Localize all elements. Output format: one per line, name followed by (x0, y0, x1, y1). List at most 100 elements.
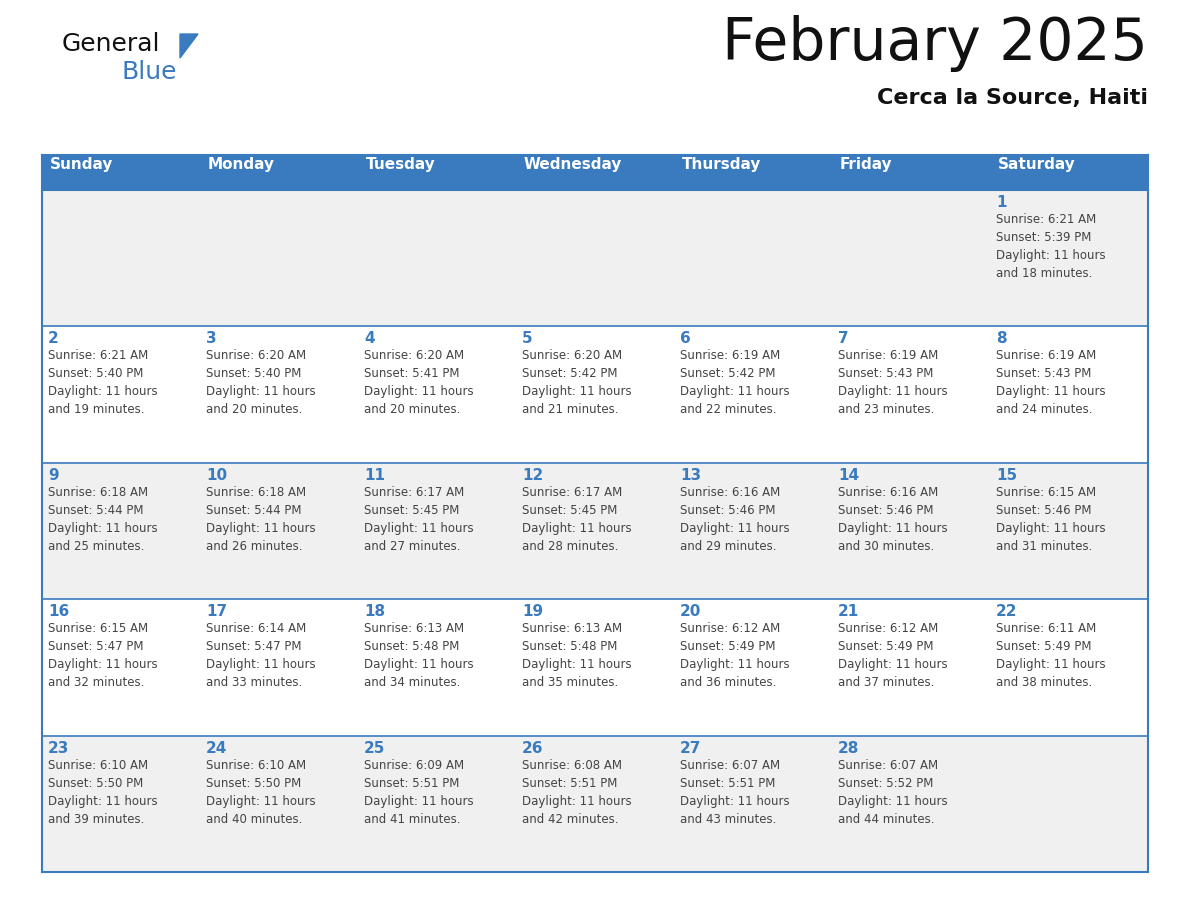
Text: Sunset: 5:50 PM: Sunset: 5:50 PM (48, 777, 144, 789)
Text: and 44 minutes.: and 44 minutes. (838, 812, 935, 825)
Text: and 35 minutes.: and 35 minutes. (522, 677, 618, 689)
Text: Sunset: 5:46 PM: Sunset: 5:46 PM (996, 504, 1092, 517)
Text: and 19 minutes.: and 19 minutes. (48, 403, 145, 417)
Text: 5: 5 (522, 331, 532, 346)
Bar (516, 463, 674, 599)
Text: Sunrise: 6:21 AM: Sunrise: 6:21 AM (996, 213, 1097, 226)
Text: 15: 15 (996, 468, 1017, 483)
Text: and 21 minutes.: and 21 minutes. (522, 403, 619, 417)
Text: Sunrise: 6:14 AM: Sunrise: 6:14 AM (206, 622, 307, 635)
Text: Daylight: 11 hours: Daylight: 11 hours (48, 521, 158, 535)
Text: and 37 minutes.: and 37 minutes. (838, 677, 935, 689)
Text: and 38 minutes.: and 38 minutes. (996, 677, 1092, 689)
Text: and 27 minutes.: and 27 minutes. (364, 540, 461, 553)
Polygon shape (181, 34, 198, 58)
Text: 28: 28 (838, 741, 859, 756)
Bar (358, 599, 516, 735)
Text: Sunset: 5:39 PM: Sunset: 5:39 PM (996, 231, 1092, 244)
Text: 25: 25 (364, 741, 385, 756)
Text: Sunrise: 6:20 AM: Sunrise: 6:20 AM (206, 350, 307, 363)
Text: Daylight: 11 hours: Daylight: 11 hours (838, 795, 948, 808)
Bar (42, 599, 200, 735)
Text: and 23 minutes.: and 23 minutes. (838, 403, 935, 417)
Text: Daylight: 11 hours: Daylight: 11 hours (838, 386, 948, 398)
Text: Daylight: 11 hours: Daylight: 11 hours (364, 658, 474, 671)
Bar (516, 599, 674, 735)
Text: Daylight: 11 hours: Daylight: 11 hours (680, 386, 790, 398)
Text: and 31 minutes.: and 31 minutes. (996, 540, 1093, 553)
Text: 14: 14 (838, 468, 859, 483)
Bar (832, 190, 990, 327)
Bar (516, 327, 674, 463)
Text: Sunset: 5:44 PM: Sunset: 5:44 PM (48, 504, 144, 517)
Bar (358, 463, 516, 599)
Text: 10: 10 (206, 468, 227, 483)
Text: Daylight: 11 hours: Daylight: 11 hours (48, 386, 158, 398)
Text: Daylight: 11 hours: Daylight: 11 hours (522, 521, 632, 535)
Bar (516, 190, 674, 327)
Text: and 43 minutes.: and 43 minutes. (680, 812, 777, 825)
Text: Sunset: 5:40 PM: Sunset: 5:40 PM (206, 367, 302, 380)
Text: Sunrise: 6:07 AM: Sunrise: 6:07 AM (680, 758, 781, 772)
Text: Sunrise: 6:13 AM: Sunrise: 6:13 AM (522, 622, 623, 635)
Text: Sunrise: 6:10 AM: Sunrise: 6:10 AM (206, 758, 307, 772)
Text: Daylight: 11 hours: Daylight: 11 hours (522, 658, 632, 671)
Text: Wednesday: Wednesday (524, 157, 623, 172)
Text: Sunset: 5:51 PM: Sunset: 5:51 PM (522, 777, 618, 789)
Text: Sunrise: 6:13 AM: Sunrise: 6:13 AM (364, 622, 465, 635)
Text: General: General (62, 32, 160, 56)
Bar (990, 463, 1148, 599)
Text: Sunset: 5:41 PM: Sunset: 5:41 PM (364, 367, 460, 380)
Text: 19: 19 (522, 604, 543, 620)
Bar (200, 735, 358, 872)
Text: Sunset: 5:40 PM: Sunset: 5:40 PM (48, 367, 144, 380)
Text: Sunrise: 6:20 AM: Sunrise: 6:20 AM (364, 350, 465, 363)
Text: Sunrise: 6:17 AM: Sunrise: 6:17 AM (522, 486, 623, 498)
Bar (42, 155, 1148, 190)
Text: 2: 2 (48, 331, 58, 346)
Text: 16: 16 (48, 604, 69, 620)
Text: Daylight: 11 hours: Daylight: 11 hours (48, 795, 158, 808)
Text: Sunset: 5:45 PM: Sunset: 5:45 PM (522, 504, 618, 517)
Text: Daylight: 11 hours: Daylight: 11 hours (680, 795, 790, 808)
Text: and 33 minutes.: and 33 minutes. (206, 677, 302, 689)
Text: Sunrise: 6:15 AM: Sunrise: 6:15 AM (996, 486, 1097, 498)
Text: 4: 4 (364, 331, 374, 346)
Text: Sunday: Sunday (50, 157, 113, 172)
Text: Sunset: 5:52 PM: Sunset: 5:52 PM (838, 777, 934, 789)
Text: 24: 24 (206, 741, 227, 756)
Bar (832, 735, 990, 872)
Text: 12: 12 (522, 468, 543, 483)
Text: Thursday: Thursday (682, 157, 762, 172)
Bar (516, 735, 674, 872)
Bar (990, 190, 1148, 327)
Text: Sunrise: 6:16 AM: Sunrise: 6:16 AM (680, 486, 781, 498)
Text: 21: 21 (838, 604, 859, 620)
Text: Sunrise: 6:21 AM: Sunrise: 6:21 AM (48, 350, 148, 363)
Text: Daylight: 11 hours: Daylight: 11 hours (996, 658, 1106, 671)
Text: 7: 7 (838, 331, 848, 346)
Text: and 39 minutes.: and 39 minutes. (48, 812, 145, 825)
Text: Saturday: Saturday (998, 157, 1076, 172)
Bar (832, 463, 990, 599)
Bar (674, 463, 832, 599)
Text: 22: 22 (996, 604, 1017, 620)
Bar (674, 190, 832, 327)
Bar (200, 463, 358, 599)
Text: Sunset: 5:43 PM: Sunset: 5:43 PM (838, 367, 934, 380)
Bar (832, 327, 990, 463)
Text: Sunset: 5:48 PM: Sunset: 5:48 PM (364, 640, 460, 654)
Text: Sunrise: 6:12 AM: Sunrise: 6:12 AM (680, 622, 781, 635)
Text: 1: 1 (996, 195, 1006, 210)
Text: Sunset: 5:46 PM: Sunset: 5:46 PM (838, 504, 934, 517)
Text: and 36 minutes.: and 36 minutes. (680, 677, 777, 689)
Text: Sunset: 5:42 PM: Sunset: 5:42 PM (522, 367, 618, 380)
Text: Sunrise: 6:09 AM: Sunrise: 6:09 AM (364, 758, 465, 772)
Text: Sunrise: 6:11 AM: Sunrise: 6:11 AM (996, 622, 1097, 635)
Bar (42, 463, 200, 599)
Bar (358, 190, 516, 327)
Bar (674, 599, 832, 735)
Text: Sunset: 5:50 PM: Sunset: 5:50 PM (206, 777, 302, 789)
Text: Sunset: 5:43 PM: Sunset: 5:43 PM (996, 367, 1092, 380)
Text: Sunrise: 6:19 AM: Sunrise: 6:19 AM (680, 350, 781, 363)
